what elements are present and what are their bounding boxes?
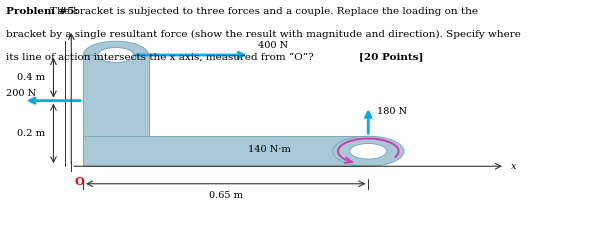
Text: 0.65 m: 0.65 m <box>208 191 243 200</box>
Text: x: x <box>511 162 516 171</box>
Text: Problem #5:: Problem #5: <box>6 8 78 16</box>
Text: bracket by a single resultant force (show the result with magnitude and directio: bracket by a single resultant force (sho… <box>6 30 521 39</box>
Text: 180 N: 180 N <box>377 107 407 116</box>
Bar <box>83 55 148 136</box>
Circle shape <box>98 48 134 62</box>
Text: 400 N: 400 N <box>258 41 289 50</box>
Text: 200 N: 200 N <box>6 89 36 98</box>
Text: The bracket is subjected to three forces and a couple. Replace the loading on th: The bracket is subjected to three forces… <box>50 8 479 16</box>
Text: [20 Points]: [20 Points] <box>359 52 424 62</box>
Text: 0.4 m: 0.4 m <box>17 73 45 82</box>
Text: 0.2 m: 0.2 m <box>17 129 45 138</box>
Text: O: O <box>74 176 84 187</box>
Circle shape <box>333 136 404 166</box>
Text: 140 N·m: 140 N·m <box>248 146 291 154</box>
Wedge shape <box>83 41 148 55</box>
Bar <box>83 136 368 166</box>
Text: its line of action intersects the x axis, measured from “O”?: its line of action intersects the x axis… <box>6 52 317 62</box>
Circle shape <box>350 144 387 159</box>
